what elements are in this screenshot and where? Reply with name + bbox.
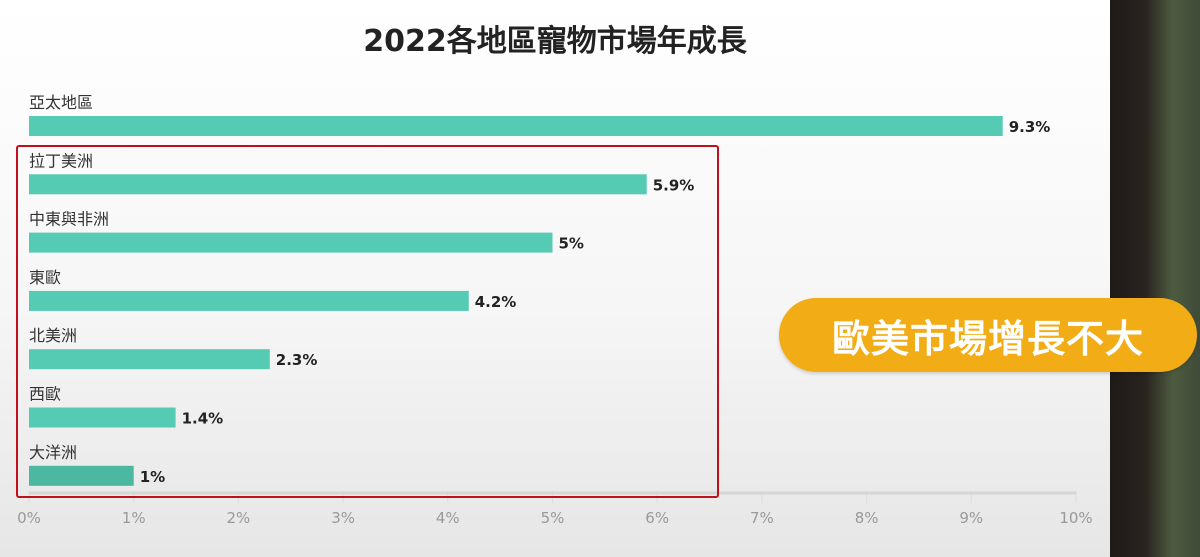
x-tick-label: 5%: [541, 509, 565, 527]
bar: [29, 407, 176, 428]
video-side-panel: [1110, 0, 1200, 557]
x-tick-label: 7%: [750, 509, 774, 527]
chart-title: 2022各地區寵物市場年成長: [363, 24, 747, 59]
bar: [29, 290, 469, 311]
value-label: 1%: [140, 468, 165, 486]
callout-badge: 歐美市場增長不大: [779, 298, 1197, 372]
x-tick-label: 4%: [436, 509, 460, 527]
x-tick-label: 8%: [855, 509, 879, 527]
value-label: 1.4%: [182, 410, 224, 428]
value-label: 5.9%: [653, 176, 695, 194]
bar: [29, 116, 1003, 136]
bar: [29, 349, 270, 370]
x-tick-label: 2%: [227, 509, 251, 527]
category-label: 大洋洲: [29, 443, 77, 462]
category-label: 北美洲: [29, 326, 77, 345]
x-tick-label: 1%: [122, 509, 146, 527]
bar-chart: 0% 1% 2% 3% 4% 5% 6% 7% 8% 9% 10% 亞太地區 9.3% 拉丁美洲 5.9% 中…: [17, 93, 1093, 527]
bar: [29, 174, 647, 195]
category-label: 東歐: [29, 268, 61, 287]
highlight-box: [16, 145, 719, 498]
value-label: 4.2%: [475, 293, 517, 311]
value-label: 2.3%: [276, 351, 318, 369]
category-label: 西歐: [29, 385, 61, 404]
category-label: 中東與非洲: [29, 210, 109, 229]
value-label: 9.3%: [1009, 118, 1051, 136]
x-tick-label: 9%: [959, 509, 983, 527]
bar: [29, 465, 134, 486]
x-tick-label: 10%: [1059, 509, 1092, 527]
x-tick-label: 0%: [17, 509, 41, 527]
category-label: 拉丁美洲: [29, 151, 93, 170]
value-label: 5%: [559, 235, 584, 253]
x-tick-label: 3%: [331, 509, 355, 527]
x-tick-label: 6%: [645, 509, 669, 527]
bar: [29, 232, 553, 253]
category-label: 亞太地區: [29, 93, 93, 112]
